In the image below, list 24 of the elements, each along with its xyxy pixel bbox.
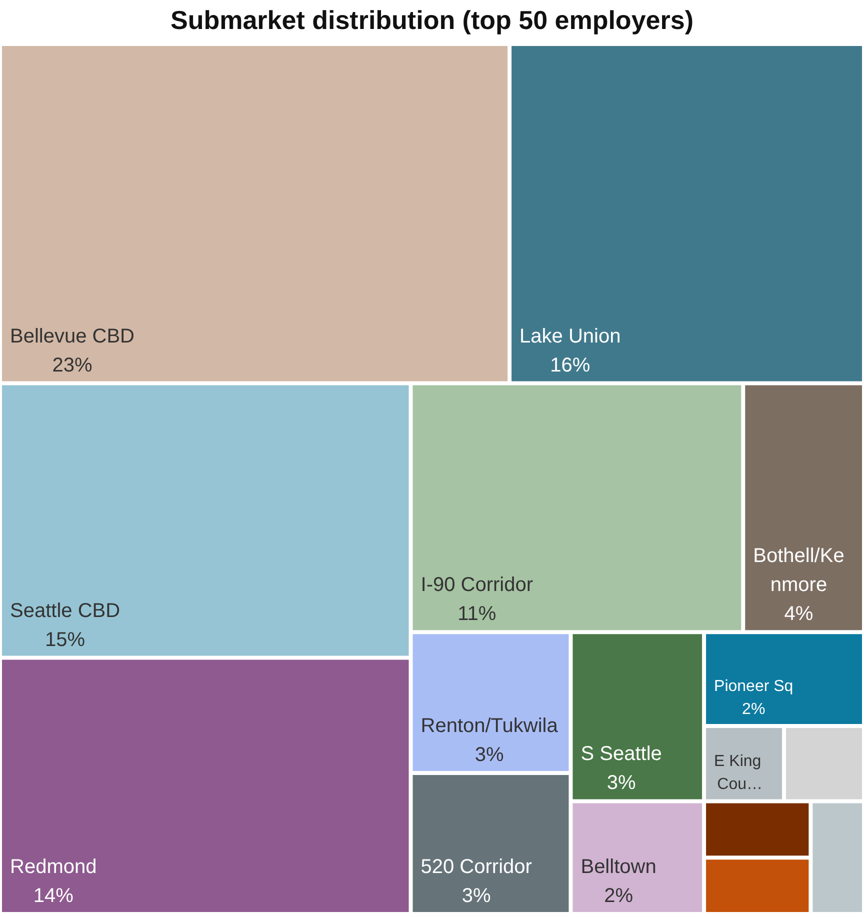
category-label: Seattle CBD — [10, 600, 120, 622]
data-label: 16% — [550, 354, 590, 376]
data-label: 3% — [474, 744, 504, 766]
text: Submarket distribution (top 50 employers) — [170, 4, 694, 37]
category-label: Lake Union — [520, 325, 621, 348]
category-label: Bellevue CBD — [10, 325, 135, 348]
category-label: Pioneer Sq — [714, 678, 794, 695]
category-label: S Seattle — [580, 743, 662, 766]
data-label: 15% — [45, 628, 86, 651]
data-label: 2% — [604, 885, 634, 907]
data-label: 3% — [606, 772, 636, 794]
data-label: 14% — [33, 885, 74, 907]
data-label: 3% — [462, 885, 492, 907]
data-label: 4% — [784, 603, 814, 626]
category-label: Belltown — [580, 856, 656, 878]
category-label: Redmond — [10, 856, 97, 878]
category-label: E King Cou… — [714, 753, 766, 794]
data-label: 11% — [458, 603, 496, 626]
category-label: Bothell/Kenmore — [753, 545, 844, 596]
category-label: Renton/Tukwila — [420, 715, 559, 738]
category-label: 520 Corridor — [420, 856, 532, 878]
data-label: 2% — [742, 701, 766, 718]
data-label: 23% — [52, 354, 92, 376]
category-label: I-90 Corridor — [420, 574, 534, 596]
